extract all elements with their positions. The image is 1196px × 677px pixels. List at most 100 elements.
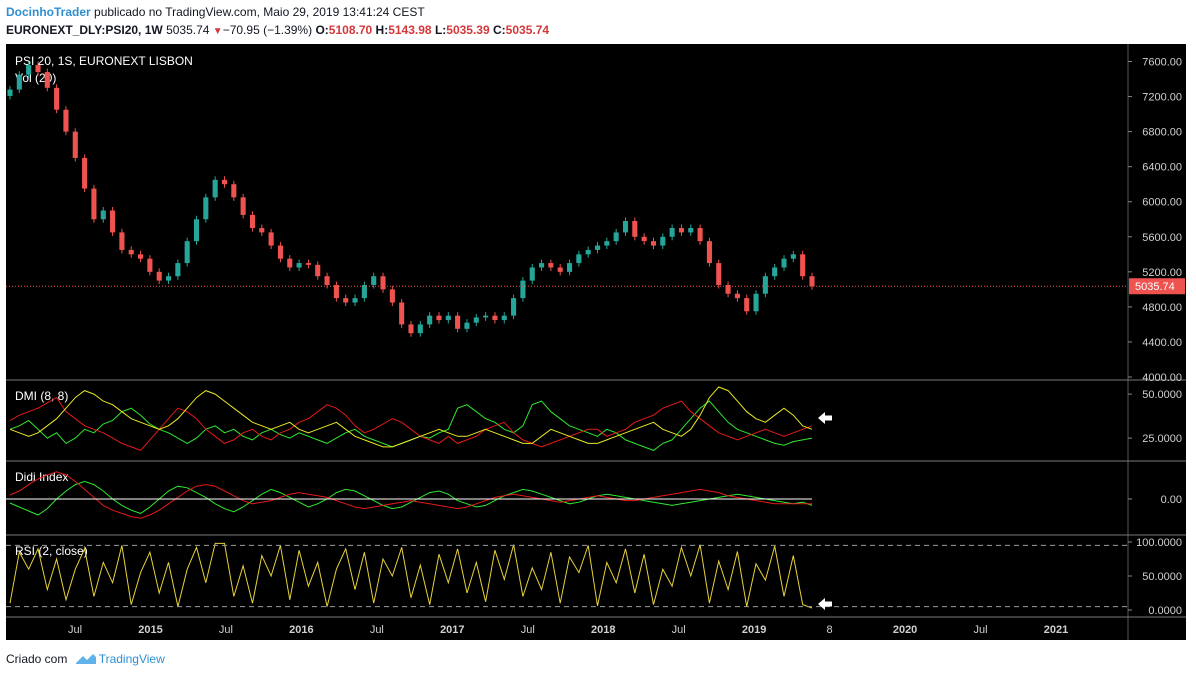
- price-axis-tick-label: 6800.00: [1142, 127, 1182, 139]
- candle-down: [221, 179, 228, 185]
- candle-up: [184, 241, 190, 264]
- publish-info: DocinhoTrader publicado no TradingView.c…: [6, 5, 425, 19]
- price-axis-tick-label: 6400.00: [1142, 162, 1182, 174]
- candle-up: [520, 280, 526, 299]
- time-axis-tick-label: Jul: [219, 624, 233, 636]
- time-axis-tick-label: 2020: [893, 624, 917, 636]
- author-link[interactable]: DocinhoTrader: [6, 5, 91, 19]
- candle-up: [473, 317, 479, 323]
- candle-down: [389, 289, 395, 303]
- dmi-series-line: [9, 396, 813, 451]
- candle-up: [529, 267, 535, 281]
- candle-down: [287, 258, 293, 268]
- candle-down: [128, 249, 134, 255]
- candle-up: [193, 219, 200, 242]
- candle-down: [72, 131, 78, 158]
- price-axis-tick-label: 6000.00: [1142, 197, 1182, 209]
- candle-up: [352, 298, 358, 303]
- candle-down: [268, 232, 274, 246]
- candle-down: [277, 245, 283, 259]
- candle-up: [604, 241, 610, 246]
- candle-up: [781, 258, 787, 268]
- time-axis-tick-label: 2019: [742, 624, 766, 636]
- candle-down: [548, 263, 554, 268]
- candle-down: [706, 241, 712, 264]
- dmi-series-line: [9, 386, 813, 448]
- dmi-pane-title: DMI (8, 8): [15, 389, 68, 403]
- candle-up: [175, 263, 181, 277]
- time-axis-tick-label: Jul: [370, 624, 384, 636]
- candle-down: [380, 276, 386, 290]
- candle-down: [408, 324, 414, 334]
- candle-down: [305, 263, 311, 265]
- candle-down: [678, 228, 684, 233]
- symbol-name: EURONEXT_DLY:PSI20, 1W: [6, 23, 163, 37]
- candle-up: [660, 236, 666, 246]
- price-change: −70.95 (−1.39%): [222, 23, 313, 37]
- candle-down: [44, 72, 50, 88]
- candle-down: [156, 271, 162, 281]
- rsi-axis-tick-label: 0.0000: [1148, 605, 1182, 617]
- candle-down: [249, 214, 256, 229]
- candle-down: [63, 109, 69, 132]
- price-axis-tick-label: 4000.00: [1142, 372, 1182, 384]
- candle-down: [557, 267, 563, 272]
- time-axis-tick-label: 2017: [440, 624, 464, 636]
- rsi-pane-title: RSI (2, close): [15, 544, 88, 558]
- price-axis-tick-label: 7200.00: [1142, 92, 1182, 104]
- candle-down: [35, 65, 41, 73]
- candle-up: [212, 179, 218, 198]
- candle-up: [790, 254, 796, 259]
- candle-down: [697, 228, 703, 242]
- candle-down: [240, 197, 246, 215]
- price-axis-tick-label: 5200.00: [1142, 267, 1182, 279]
- close-value: 5035.74: [505, 23, 550, 37]
- candle-down: [147, 258, 153, 272]
- created-with-text: Criado com: [6, 652, 68, 666]
- time-axis-tick-label: Jul: [68, 624, 82, 636]
- price-pane-title: PSI 20, 1S, EURONEXT LISBON: [15, 54, 193, 68]
- published-text: publicado no TradingView.com, Maio 29, 2…: [90, 5, 425, 19]
- time-axis-tick-label: Jul: [521, 624, 535, 636]
- down-triangle-icon: ▼: [212, 26, 223, 37]
- candle-up: [296, 263, 302, 268]
- candle-up: [26, 65, 32, 75]
- low-label: L:: [434, 23, 447, 37]
- candle-up: [613, 232, 619, 242]
- candle-up: [464, 322, 470, 329]
- last-price: 5035.74: [166, 23, 210, 37]
- candle-down: [744, 298, 750, 312]
- tradingview-brand-link[interactable]: TradingView: [98, 652, 165, 666]
- candle-up: [417, 324, 423, 334]
- last-price-label-bg: [1129, 278, 1185, 295]
- candle-down: [436, 315, 442, 321]
- time-axis-tick-label: Jul: [672, 624, 686, 636]
- candle-up: [576, 254, 582, 264]
- candle-up: [371, 276, 377, 285]
- candle-down: [138, 254, 144, 259]
- candle-down: [641, 236, 647, 242]
- candle-down: [324, 276, 330, 285]
- candle-up: [566, 263, 573, 272]
- candle-up: [669, 228, 675, 237]
- rsi-series-line: [9, 542, 813, 609]
- candle-down: [343, 298, 349, 303]
- candle-down: [315, 264, 321, 277]
- didi-series-line: [9, 480, 813, 516]
- candle-down: [455, 315, 461, 329]
- candle-up: [483, 315, 489, 318]
- candle-down: [82, 157, 88, 189]
- candle-up: [16, 74, 22, 90]
- candle-up: [501, 315, 507, 321]
- tradingview-logo-icon: [75, 654, 96, 664]
- candle-down: [231, 184, 237, 198]
- time-axis-tick-label: 8: [827, 624, 833, 636]
- candle-up: [427, 315, 433, 325]
- price-axis-tick-label: 4400.00: [1142, 337, 1182, 349]
- candle-up: [511, 298, 517, 316]
- didi-series-line: [9, 471, 812, 519]
- symbol-info-line: EURONEXT_DLY:PSI20, 1W 5035.74 ▼−70.95 (…: [6, 23, 549, 37]
- candle-up: [165, 276, 172, 281]
- candle-down: [119, 232, 125, 250]
